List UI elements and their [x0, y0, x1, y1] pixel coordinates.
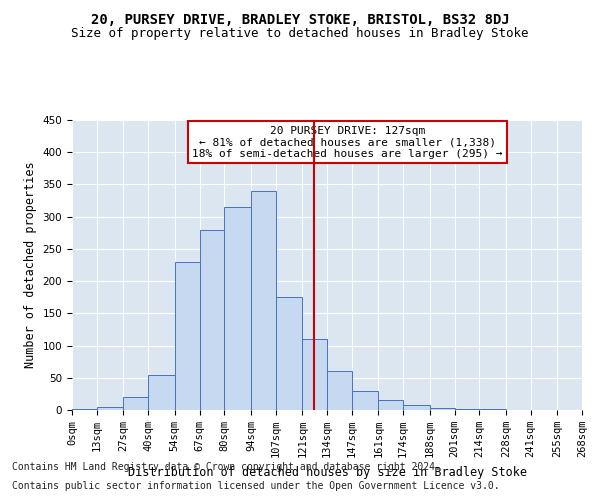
Bar — [224, 207, 251, 410]
Text: 20, PURSEY DRIVE, BRADLEY STOKE, BRISTOL, BS32 8DJ: 20, PURSEY DRIVE, BRADLEY STOKE, BRISTOL… — [91, 12, 509, 26]
Bar — [97, 407, 124, 410]
Y-axis label: Number of detached properties: Number of detached properties — [24, 162, 37, 368]
Bar — [352, 390, 379, 410]
Bar — [275, 297, 302, 410]
Bar — [199, 230, 224, 410]
Text: Contains HM Land Registry data © Crown copyright and database right 2024.: Contains HM Land Registry data © Crown c… — [12, 462, 441, 472]
X-axis label: Distribution of detached houses by size in Bradley Stoke: Distribution of detached houses by size … — [128, 466, 527, 478]
Bar — [403, 406, 430, 410]
Bar — [148, 374, 175, 410]
Bar — [302, 339, 327, 410]
Bar — [251, 191, 275, 410]
Bar — [327, 372, 352, 410]
Bar — [124, 397, 148, 410]
Text: Size of property relative to detached houses in Bradley Stoke: Size of property relative to detached ho… — [71, 28, 529, 40]
Bar — [72, 408, 97, 410]
Bar — [175, 262, 199, 410]
Text: Contains public sector information licensed under the Open Government Licence v3: Contains public sector information licen… — [12, 481, 500, 491]
Bar — [455, 408, 479, 410]
Bar — [430, 408, 455, 410]
Text: 20 PURSEY DRIVE: 127sqm
← 81% of detached houses are smaller (1,338)
18% of semi: 20 PURSEY DRIVE: 127sqm ← 81% of detache… — [192, 126, 503, 159]
Bar — [379, 400, 403, 410]
